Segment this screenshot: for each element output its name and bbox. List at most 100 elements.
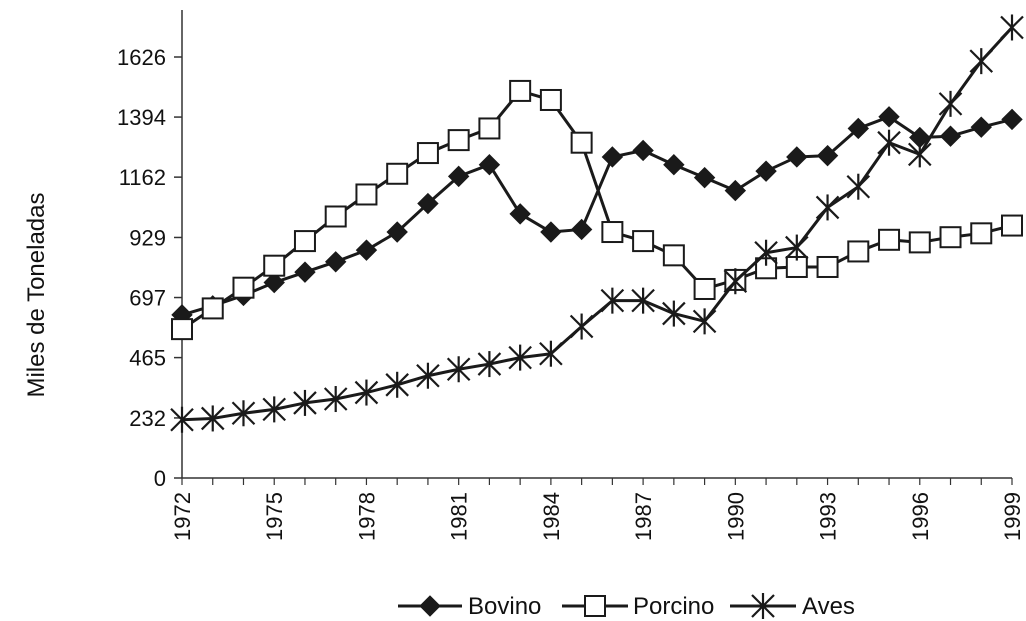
asterisk-marker [385,371,409,398]
square-marker [570,131,593,154]
square-marker [539,88,562,111]
asterisk-marker [969,48,994,75]
asterisk-marker [662,300,686,327]
asterisk-marker [262,396,287,423]
diamond-marker [355,239,378,261]
series-bovino [171,106,1023,326]
asterisk-marker [692,308,717,335]
diamond-marker [540,221,562,243]
series-layer [170,14,1024,433]
diamond-marker [939,125,962,147]
square-marker [693,277,716,300]
diamond-marker [970,116,992,138]
diamond-marker [570,218,593,241]
square-marker [847,240,870,263]
square-marker [386,162,409,185]
asterisk-marker [231,400,256,427]
square-marker [447,129,470,152]
square-marker [201,297,224,320]
asterisk-marker [723,268,748,295]
diamond-marker [786,146,808,168]
y-axis-title: Miles de Toneladas [23,192,50,397]
x-tick-label: 1975 [262,492,287,541]
diamond-marker [386,221,408,243]
y-tick-label: 1626 [117,45,166,70]
square-marker [355,183,378,206]
diamond-marker [663,154,685,176]
x-ticks: 1972 1975 1978 1981 1984 1987 1990 1993 1996 1999 [170,478,1025,541]
square-marker [263,254,286,277]
diamond-marker [478,154,501,176]
x-tick-label: 1987 [631,492,656,541]
diamond-marker [263,271,285,294]
diamond-marker [847,117,870,140]
asterisk-marker [323,386,348,413]
legend-item-bovino: Bovino [398,593,541,620]
diamond-marker [601,146,624,168]
square-marker [970,222,993,245]
legend: Bovino Porcino Aves [398,593,855,620]
square-marker [816,255,839,278]
asterisk-marker [539,340,563,367]
y-tick-label: 697 [129,286,166,311]
diamond-marker [755,160,777,182]
diamond-marker [417,192,439,215]
diamond-marker [419,595,441,617]
asterisk-marker [785,234,809,261]
legend-item-aves: Aves [730,593,855,620]
asterisk-marker [200,405,225,432]
legend-item-porcino: Porcino [562,593,714,620]
x-tick-label: 1981 [447,492,472,541]
asterisk-marker [846,173,871,200]
x-tick-label: 1972 [170,492,195,541]
series-line-porcino [181,89,1013,331]
y-tick-label: 929 [129,225,166,250]
square-marker [939,226,962,249]
asterisk-marker [754,239,778,266]
square-marker [662,244,685,267]
x-tick-label: 1984 [539,492,564,541]
x-tick-label: 1996 [908,492,933,541]
square-marker [232,276,255,299]
asterisk-marker [477,351,502,378]
y-ticks: 0 232 465 697 929 1162 1394 1626 [117,45,182,491]
asterisk-marker [631,287,655,314]
legend-label: Bovino [468,593,541,620]
square-marker [632,230,655,253]
y-tick-label: 232 [129,406,166,431]
x-tick-label: 1978 [354,492,379,541]
square-marker [478,117,501,140]
series-aves [170,14,1024,433]
legend-label: Aves [802,593,855,620]
diamond-marker [724,179,747,202]
asterisk-marker [600,287,625,314]
series-line-aves [181,26,1014,422]
diamond-marker [447,165,470,188]
diamond-marker [816,144,839,167]
square-marker [416,142,439,165]
asterisk-marker [877,129,901,156]
asterisk-marker [293,389,317,416]
diamond-marker [294,261,316,283]
diamond-marker [509,203,531,225]
diamond-marker [878,106,900,128]
square-marker [324,205,347,228]
y-tick-label: 1394 [117,105,166,130]
square-marker [584,595,606,617]
asterisk-marker [446,356,471,383]
axes [181,10,1012,479]
square-marker [293,230,316,253]
asterisk-marker [416,362,440,389]
asterisk-marker [938,90,963,117]
asterisk-marker [907,141,932,168]
asterisk-marker [354,379,379,406]
square-marker [601,221,624,244]
asterisk-marker [1000,14,1024,41]
asterisk-marker [508,344,532,371]
y-tick-label: 0 [154,466,166,491]
y-tick-label: 1162 [119,165,166,190]
diamond-marker [693,166,716,189]
square-marker [878,228,901,251]
square-marker [908,231,931,254]
